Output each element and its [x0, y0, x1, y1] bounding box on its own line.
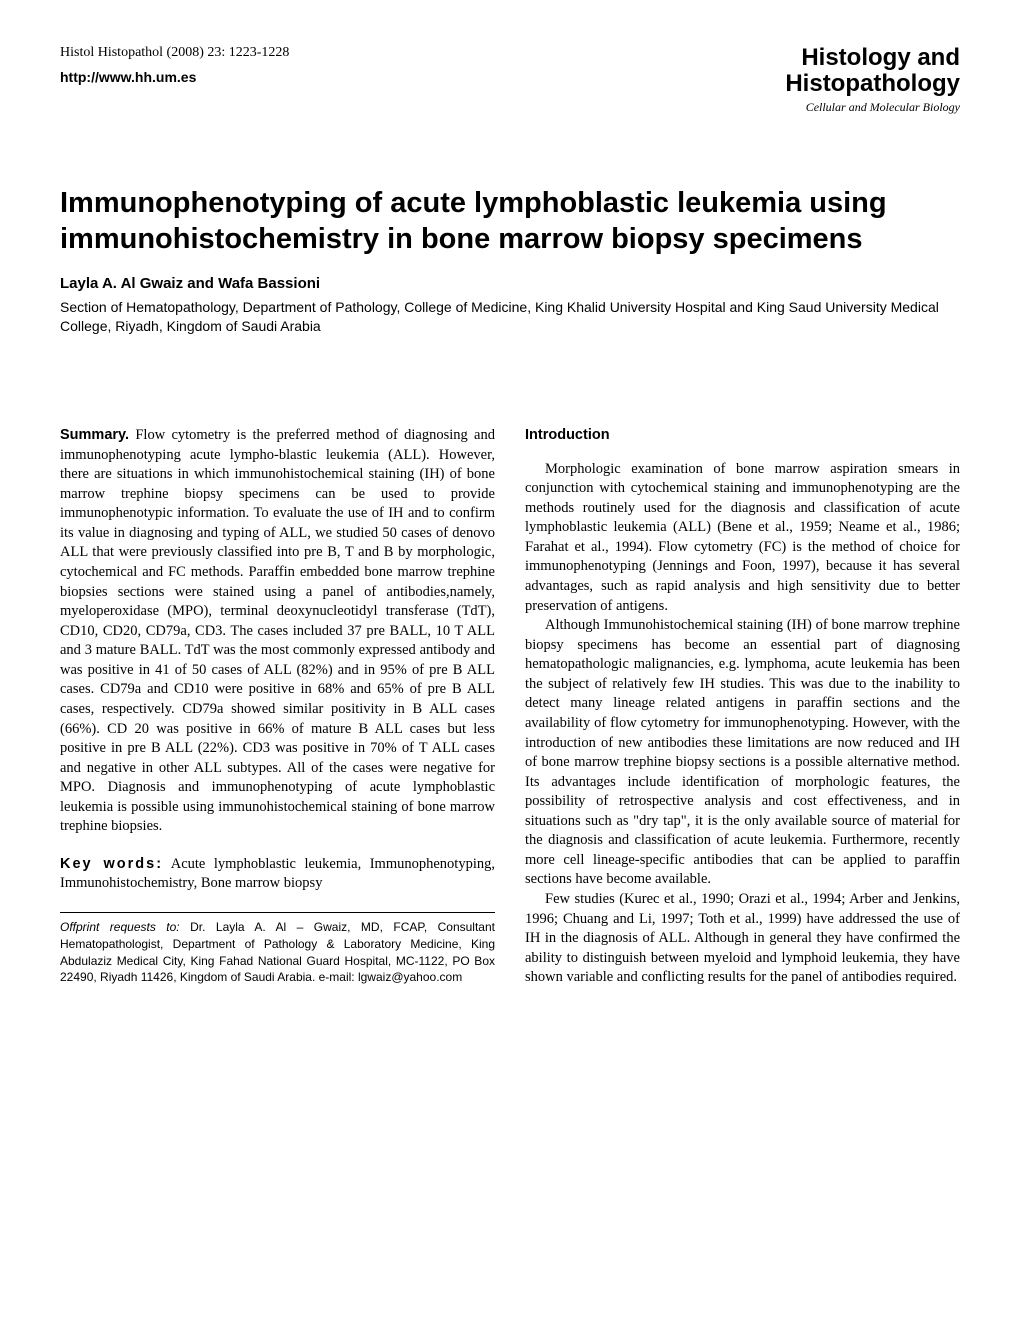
article-title: Immunophenotyping of acute lymphoblastic…	[60, 185, 960, 258]
summary-text: Flow cytometry is the preferred method o…	[60, 427, 495, 834]
header-left: Histol Histopathol (2008) 23: 1223-1228 …	[60, 45, 289, 85]
journal-title-line2: Histopathology	[785, 71, 960, 97]
introduction-para-2: Although Immunohistochemical staining (I…	[525, 616, 960, 890]
introduction-para-1: Morphologic examination of bone marrow a…	[525, 460, 960, 617]
summary-block: Summary. Flow cytometry is the preferred…	[60, 426, 495, 837]
summary-label: Summary.	[60, 427, 129, 443]
journal-subtitle: Cellular and Molecular Biology	[785, 100, 960, 115]
authors: Layla A. Al Gwaiz and Wafa Bassioni	[60, 275, 960, 292]
footnote: Offprint requests to: Dr. Layla A. Al – …	[60, 919, 495, 986]
page-header: Histol Histopathol (2008) 23: 1223-1228 …	[60, 45, 960, 115]
header-right: Histology and Histopathology Cellular an…	[785, 45, 960, 115]
journal-url: http://www.hh.um.es	[60, 69, 289, 85]
left-column: Summary. Flow cytometry is the preferred…	[60, 426, 495, 988]
footnote-divider	[60, 912, 495, 913]
keywords-block: Key words: Acute lymphoblastic leukemia,…	[60, 855, 495, 894]
keywords-label: Key words:	[60, 856, 163, 872]
footnote-label: Offprint requests to:	[60, 920, 180, 934]
citation-text: Histol Histopathol (2008) 23: 1223-1228	[60, 45, 289, 61]
introduction-heading: Introduction	[525, 426, 960, 446]
two-column-layout: Summary. Flow cytometry is the preferred…	[60, 426, 960, 988]
journal-title-line1: Histology and	[785, 45, 960, 71]
affiliation: Section of Hematopathology, Department o…	[60, 298, 960, 336]
introduction-para-3: Few studies (Kurec et al., 1990; Orazi e…	[525, 890, 960, 988]
right-column: Introduction Morphologic examination of …	[525, 426, 960, 988]
